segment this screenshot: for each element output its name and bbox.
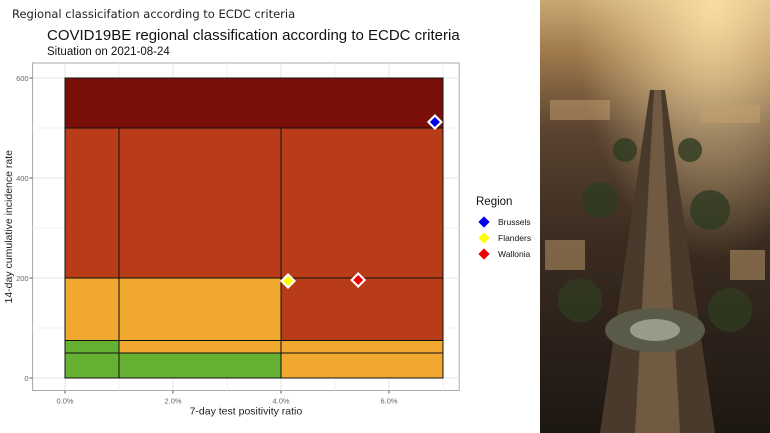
zone-tile <box>118 277 282 341</box>
diamond-icon <box>478 216 490 228</box>
data-point-brussels <box>429 117 440 127</box>
diamond-icon <box>478 232 490 244</box>
zone-tile <box>64 340 120 354</box>
chart-plot: 0.0% 2.0% 4.0% 6.0% 0 200 400 600 7-day test pos… <box>3 62 460 418</box>
y-tick-label: 200 <box>16 274 29 283</box>
legend-item-brussels: Brussels <box>476 214 531 230</box>
x-tick-label: 4.0% <box>272 397 289 406</box>
zone-tile <box>280 277 444 341</box>
legend-label: Brussels <box>498 217 531 227</box>
data-point-flanders <box>283 276 294 286</box>
zone-tile <box>280 352 444 379</box>
zone-tile <box>64 352 120 379</box>
legend-item-wallonia: Wallonia <box>476 246 531 262</box>
x-tick-label: 6.0% <box>380 397 397 406</box>
y-tick-label: 600 <box>16 74 29 83</box>
y-axis-label: 14-day cumulative incidence rate <box>3 150 15 304</box>
diamond-icon <box>478 248 490 260</box>
y-tick-label: 0 <box>24 374 28 383</box>
y-tick-label: 400 <box>16 174 29 183</box>
x-tick-label: 0.0% <box>56 397 73 406</box>
data-point-wallonia <box>353 275 364 285</box>
legend-title: Region <box>476 196 513 208</box>
legend-label: Wallonia <box>498 249 531 259</box>
zone-tile <box>64 127 120 279</box>
zone-tile <box>64 277 120 341</box>
zone-tile <box>280 340 444 354</box>
photo-illustration <box>540 0 770 433</box>
legend: Region Brussels Flanders Wallonia <box>476 196 531 262</box>
legend-label: Flanders <box>498 233 532 243</box>
zone-tile <box>64 77 444 129</box>
legend-item-flanders: Flanders <box>476 230 531 246</box>
city-aerial-photo <box>540 0 770 433</box>
zone-tile <box>118 127 282 279</box>
zone-tile <box>118 352 282 379</box>
x-axis-label: 7-day test positivity ratio <box>190 406 303 418</box>
zone-tile <box>280 127 444 279</box>
chart-title: COVID19BE regional classification accord… <box>47 27 460 44</box>
chart-subtitle: Situation on 2021-08-24 <box>47 46 170 58</box>
zone-tile <box>118 340 282 354</box>
page-title: Regional classicifation according to ECD… <box>12 7 296 21</box>
x-tick-label: 2.0% <box>164 397 181 406</box>
